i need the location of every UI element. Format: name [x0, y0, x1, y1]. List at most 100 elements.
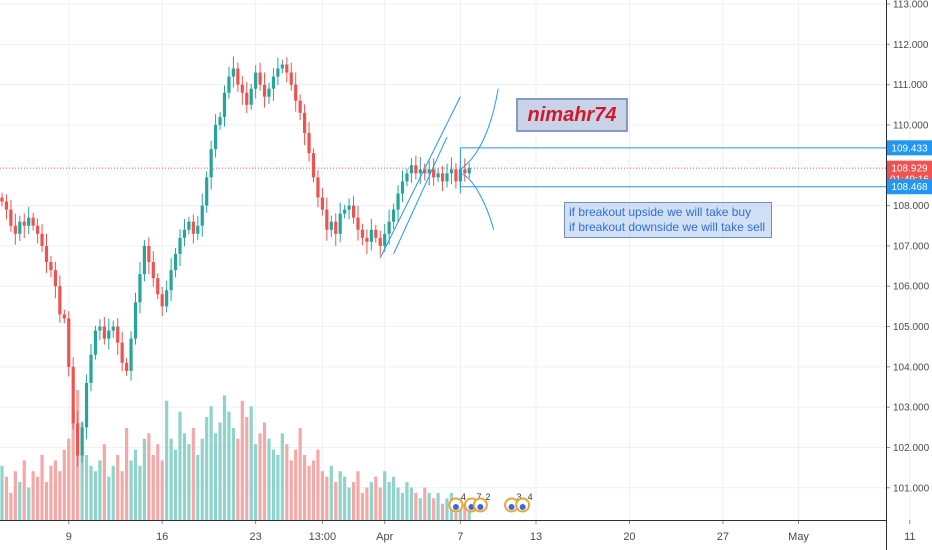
candle-body: [218, 116, 222, 125]
price-label-bg: [887, 179, 932, 195]
volume-bar: [423, 487, 427, 520]
volume-bar: [427, 492, 431, 520]
price-tick-label: 112.000: [893, 40, 929, 51]
candle-body: [58, 286, 62, 315]
volume-bar: [325, 476, 329, 520]
volume-bar: [351, 482, 356, 520]
volume-bar: [298, 427, 302, 520]
candle-body: [418, 169, 422, 174]
volume-bar: [343, 476, 347, 520]
projection-down-curve[interactable]: [460, 172, 495, 230]
candle-body: [9, 209, 13, 226]
volume-bar: [0, 465, 4, 520]
volume-bar: [405, 482, 409, 520]
candle-body: [125, 362, 129, 371]
volume-bar: [231, 427, 235, 520]
candle-body: [22, 221, 26, 226]
volume-bar: [285, 444, 289, 520]
volume-bar: [116, 455, 120, 520]
candle-body: [432, 169, 436, 178]
volume-bar: [280, 433, 284, 520]
volume-bar: [44, 482, 49, 520]
volume-bar: [271, 449, 276, 520]
volume-bar: [151, 455, 155, 520]
candle-body: [463, 169, 467, 174]
candle-body: [467, 168, 471, 174]
volume-bar: [365, 487, 369, 520]
candle-body: [356, 217, 360, 230]
volume-bar: [165, 400, 169, 520]
volume-bar: [303, 455, 307, 520]
volume-bar: [418, 498, 422, 520]
candle-body: [0, 197, 4, 202]
trend-drawings[interactable]: [0, 88, 886, 259]
candle-body: [156, 278, 160, 295]
volume-bar: [4, 476, 9, 520]
volume-bar: [40, 455, 44, 520]
time-axis[interactable]: 9 16 23 13:00 Apr 7 13 20 27 May 11: [0, 520, 916, 543]
price-axis[interactable]: 113.000 112.000 111.000 110.000 108.000 107.0…: [886, 0, 932, 550]
candle-body: [214, 124, 218, 150]
candle-body: [116, 326, 120, 343]
candle-body: [200, 205, 204, 226]
volume-bar: [387, 482, 391, 520]
candle-body: [454, 169, 458, 182]
time-tick-label: 13:00: [309, 531, 337, 543]
volume-bar: [254, 444, 258, 520]
volume-bar: [320, 471, 324, 520]
price-tick-label: 103.000: [893, 403, 930, 414]
candle-body: [178, 237, 182, 254]
volume-bar: [334, 482, 338, 520]
volume-bar: [142, 438, 146, 520]
volume-bar: [267, 438, 271, 520]
volume-bar: [120, 471, 124, 520]
time-tick-label: Apr: [376, 531, 393, 543]
candle-body: [338, 213, 342, 234]
volume-bar: [31, 471, 35, 520]
projection-up-curve[interactable]: [460, 88, 499, 170]
time-tick-label: 11: [904, 531, 915, 543]
volume-bar: [294, 449, 298, 520]
volume-bar: [258, 433, 262, 520]
candle-body: [369, 229, 373, 242]
price-tick-label: 108.000: [893, 201, 930, 212]
volume-bar: [249, 406, 253, 520]
volume-bar: [400, 492, 405, 520]
candle-body: [222, 92, 227, 117]
candle-body: [400, 181, 405, 194]
candle-body: [249, 88, 253, 105]
volume-bar: [463, 503, 467, 520]
candle-body: [191, 221, 195, 234]
time-tick-label: 9: [66, 531, 72, 543]
price-tick-label: 101.000: [893, 483, 930, 494]
candle-body: [49, 262, 53, 271]
candle-body: [120, 342, 124, 363]
candle-body: [289, 72, 293, 85]
volume-bar: [383, 471, 387, 520]
time-tick-label: 13: [530, 531, 542, 543]
volume-bar: [329, 465, 333, 520]
candle-body: [133, 302, 138, 339]
volume-bar: [67, 438, 71, 520]
event-badge-count: 4: [461, 492, 466, 502]
channel-line[interactable]: [379, 96, 461, 259]
candle-body: [84, 382, 89, 428]
volume-bar: [236, 438, 240, 520]
volume-bar: [409, 487, 413, 520]
time-tick-label: 27: [717, 531, 729, 543]
candle-body: [334, 221, 338, 234]
volume-bar: [374, 476, 378, 520]
volume-bar: [169, 438, 173, 520]
event-badge-count: 4: [528, 492, 533, 502]
candlestick-series: [0, 56, 471, 467]
candle-body: [374, 229, 378, 238]
volume-bar: [147, 433, 151, 520]
candle-body: [187, 221, 191, 230]
candle-body: [236, 68, 240, 85]
author-tag-box: nimahr74: [516, 98, 628, 132]
candle-body: [53, 270, 57, 287]
candle-body: [93, 330, 98, 355]
channel-line[interactable]: [393, 136, 448, 255]
